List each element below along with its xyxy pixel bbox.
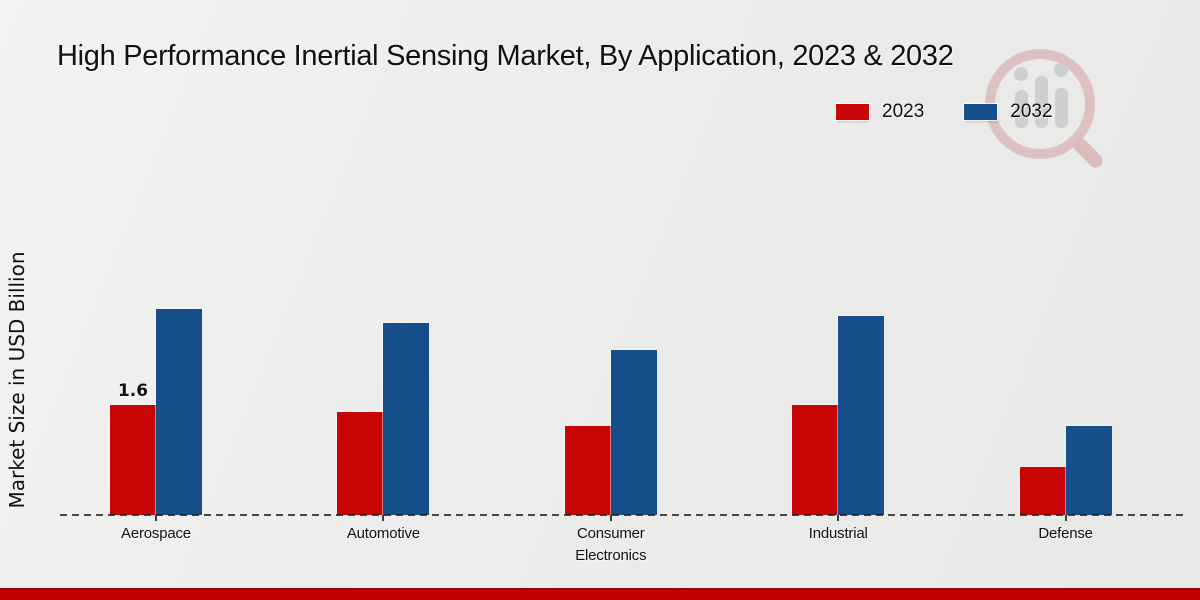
category-label-aerospace: Aerospace [121,525,191,542]
bar-2023-defense [1019,466,1066,515]
legend-label-2023: 2023 [882,101,925,122]
footer-red-stripe [0,588,1200,600]
x-tick-industrial [837,515,840,521]
bar-2023-consumer-electronics [564,425,611,515]
bar-2032-industrial [838,315,885,515]
x-tick-consumer-electronics [609,515,612,521]
bar-2032-defense [1065,425,1112,515]
bar-2032-aerospace [156,308,202,515]
chart-title: High Performance Inertial Sensing Market… [57,40,954,72]
x-tick-defense [1064,515,1067,521]
legend-swatch-2023 [836,104,869,120]
category-label-consumer-electronics: Consumer Electronics [575,525,647,564]
legend: 2023 2032 [836,101,1053,123]
category-label-defense: Defense [1038,525,1093,542]
bar-2032-consumer-electronics [610,350,657,515]
legend-item-2023: 2023 [836,101,924,123]
x-axis-dashed-baseline [60,514,1188,516]
bar-2023-industrial [792,405,839,515]
category-label-industrial: Industrial [808,525,868,542]
legend-swatch-2032 [964,104,998,120]
category-label-automotive: Automotive [346,525,420,542]
legend-item-2032: 2032 [964,101,1053,123]
bar-2023-aerospace [110,405,156,515]
bar-2023-automotive [337,411,384,515]
bar-2032-automotive [383,322,430,515]
x-tick-aerospace [155,515,157,521]
x-tick-automotive [382,515,385,521]
value-label-2023-aerospace: 1.6 [117,381,149,401]
legend-label-2032: 2032 [1010,101,1053,122]
